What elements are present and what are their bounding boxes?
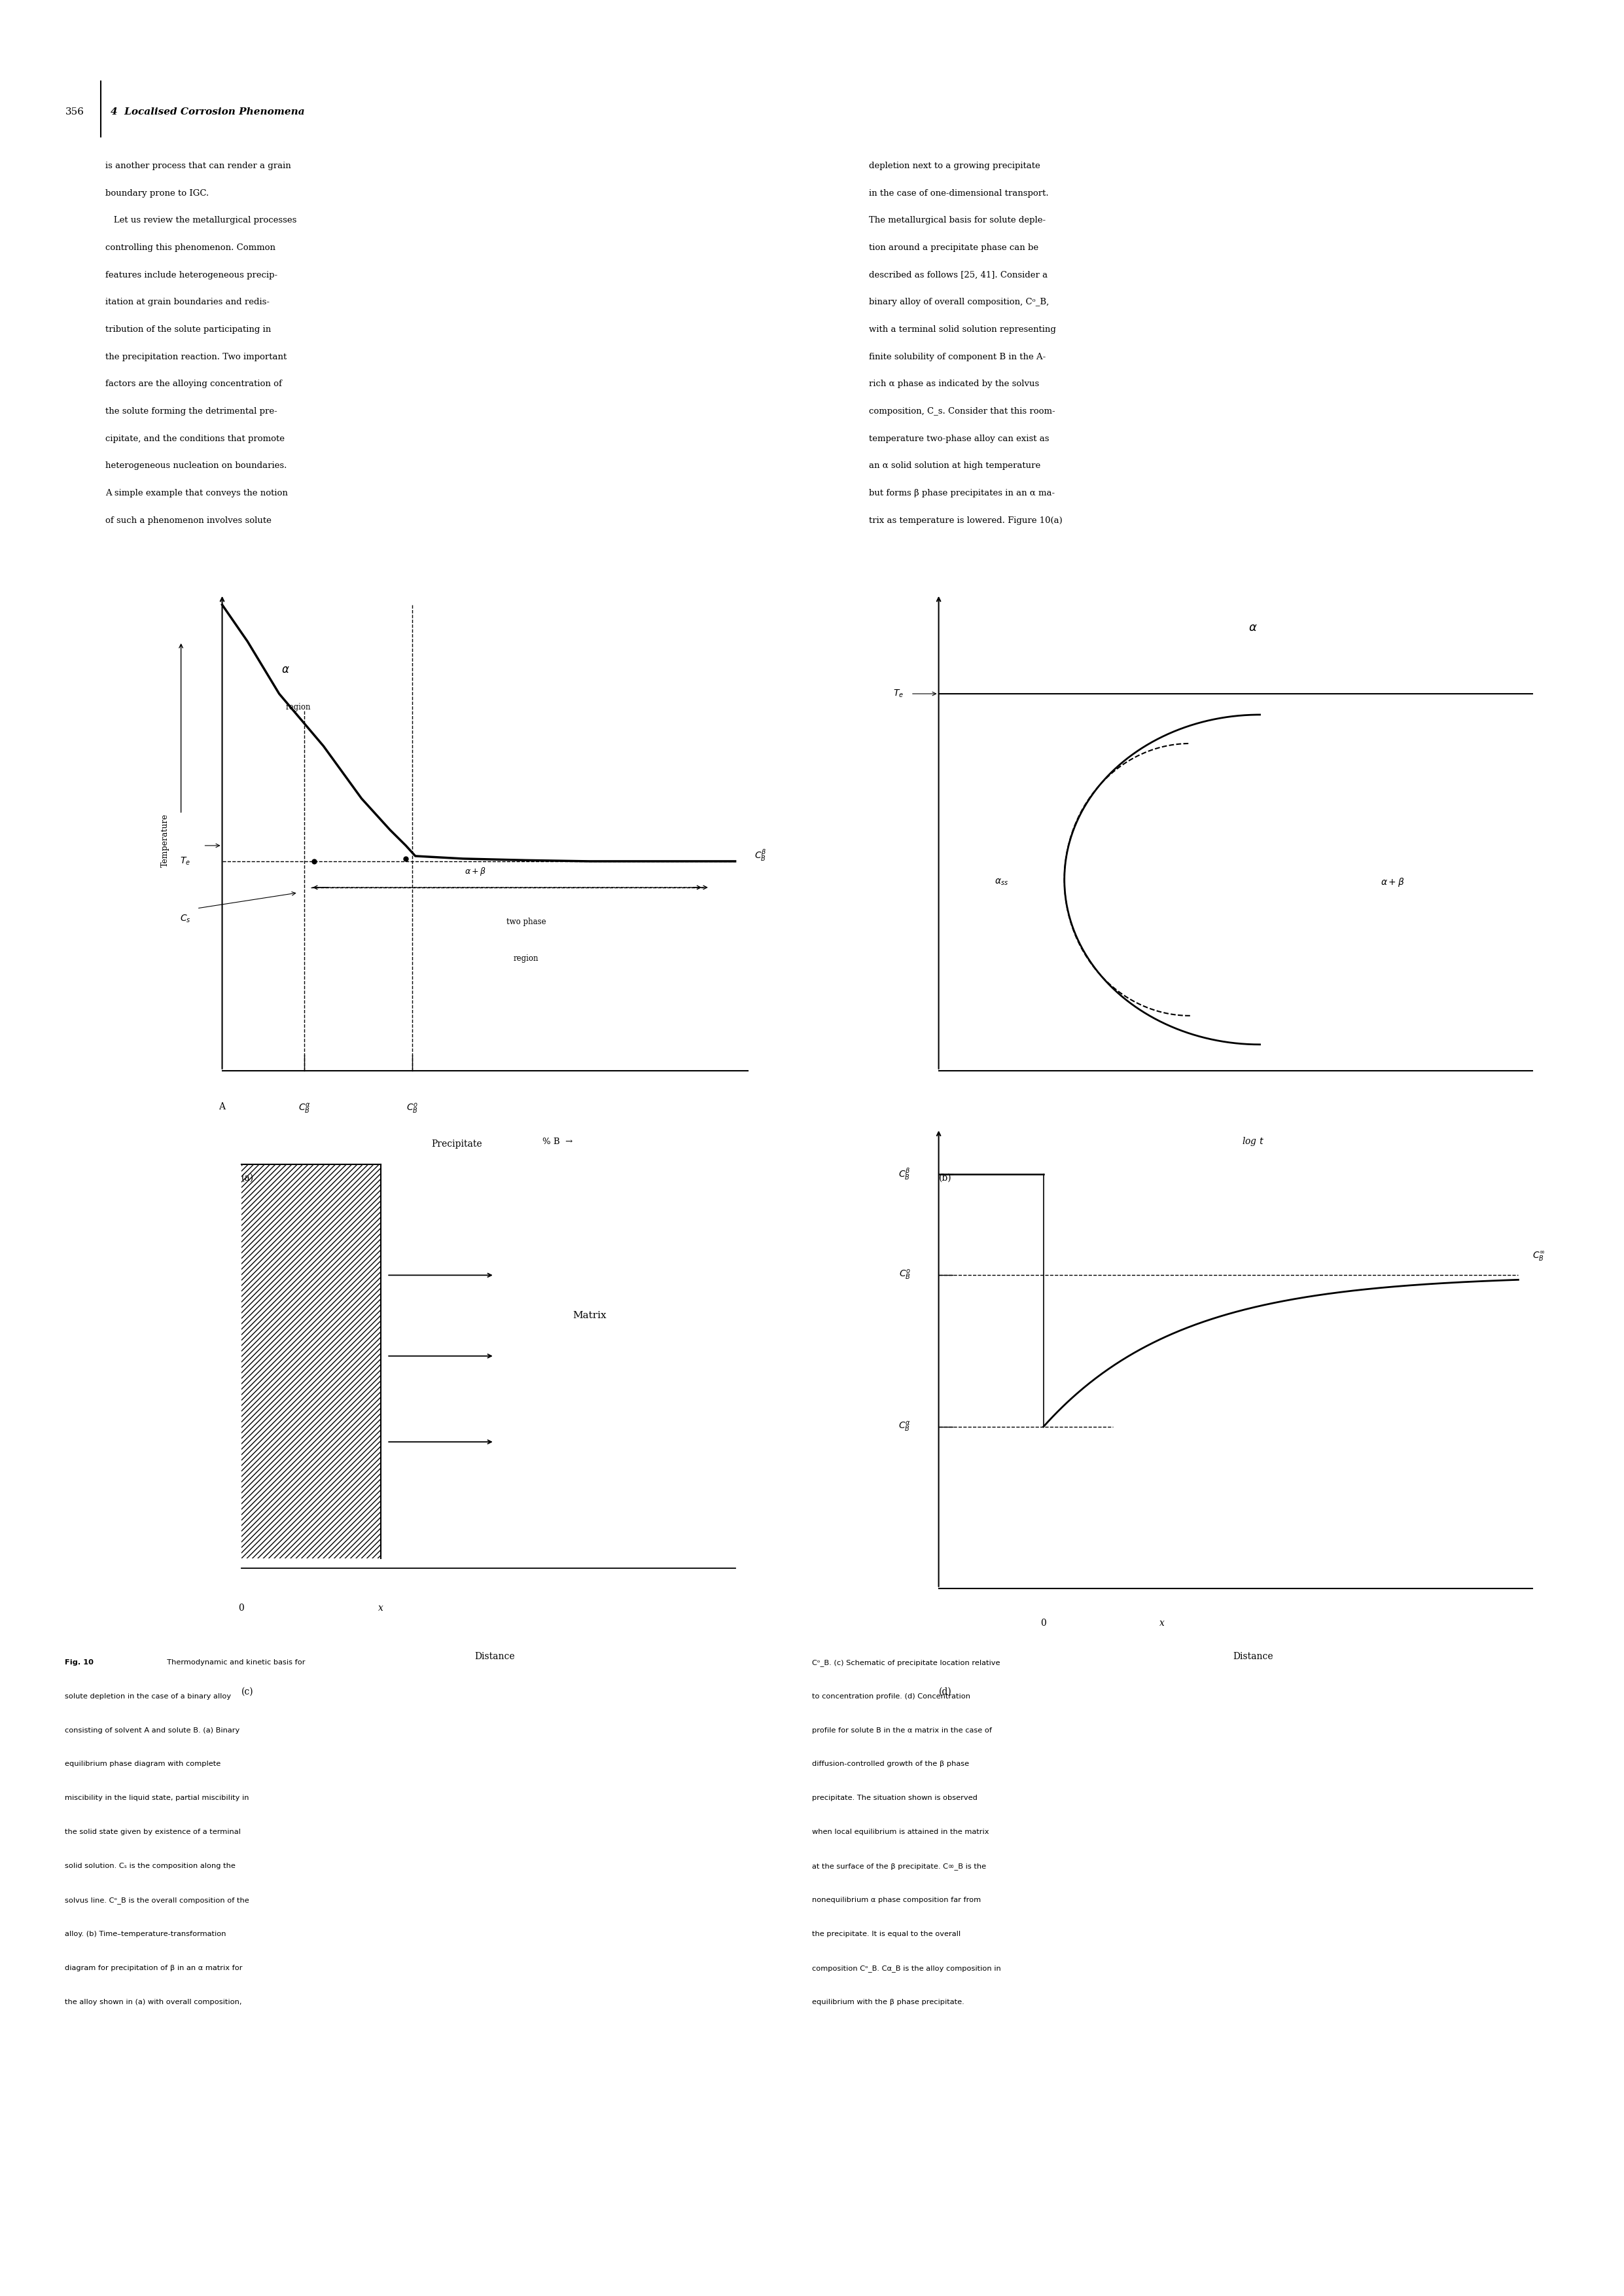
Text: of such a phenomenon involves solute: of such a phenomenon involves solute (106, 517, 271, 526)
Text: solid solution. Cₛ is the composition along the: solid solution. Cₛ is the composition al… (65, 1862, 235, 1869)
Text: Fig. 10: Fig. 10 (65, 1660, 94, 1665)
Text: x: x (1160, 1619, 1164, 1628)
Text: the solid state given by existence of a terminal: the solid state given by existence of a … (65, 1830, 240, 1835)
Text: $\alpha$: $\alpha$ (281, 664, 289, 675)
Text: in the case of one-dimensional transport.: in the case of one-dimensional transport… (869, 188, 1049, 197)
Text: 4  Localised Corrosion Phenomena: 4 Localised Corrosion Phenomena (110, 108, 305, 117)
Text: (a): (a) (240, 1173, 253, 1182)
Text: % B  →: % B → (542, 1137, 573, 1146)
Text: log $t$: log $t$ (1242, 1137, 1263, 1148)
Text: nonequilibrium α phase composition far from: nonequilibrium α phase composition far f… (812, 1896, 981, 1903)
Text: region: region (513, 955, 539, 962)
Text: is another process that can render a grain: is another process that can render a gra… (106, 161, 291, 170)
Text: itation at grain boundaries and redis-: itation at grain boundaries and redis- (106, 298, 270, 308)
Text: composition Cᵒ_B. Cα_B is the alloy composition in: composition Cᵒ_B. Cα_B is the alloy comp… (812, 1965, 1000, 1972)
Text: diagram for precipitation of β in an α matrix for: diagram for precipitation of β in an α m… (65, 1965, 242, 1972)
Text: heterogeneous nucleation on boundaries.: heterogeneous nucleation on boundaries. (106, 461, 287, 471)
Text: depletion next to a growing precipitate: depletion next to a growing precipitate (869, 161, 1039, 170)
Text: profile for solute B in the α matrix in the case of: profile for solute B in the α matrix in … (812, 1727, 992, 1733)
Text: $T_e$: $T_e$ (180, 856, 190, 866)
Text: miscibility in the liquid state, partial miscibility in: miscibility in the liquid state, partial… (65, 1795, 248, 1802)
Text: equilibrium phase diagram with complete: equilibrium phase diagram with complete (65, 1761, 221, 1768)
Text: (b): (b) (939, 1173, 952, 1182)
Text: binary alloy of overall composition, Cᵒ_B,: binary alloy of overall composition, Cᵒ_… (869, 298, 1049, 308)
Text: (c): (c) (240, 1688, 253, 1697)
Text: factors are the alloying concentration of: factors are the alloying concentration o… (106, 379, 283, 388)
Text: rich α phase as indicated by the solvus: rich α phase as indicated by the solvus (869, 379, 1039, 388)
Text: $C_B^\beta$: $C_B^\beta$ (754, 850, 767, 863)
Text: (d): (d) (939, 1688, 952, 1697)
Text: $C_B^\beta$: $C_B^\beta$ (898, 1166, 911, 1182)
Text: equilibrium with the β phase precipitate.: equilibrium with the β phase precipitate… (812, 2000, 965, 2004)
Text: $C_B^\alpha$: $C_B^\alpha$ (299, 1102, 310, 1116)
Text: diffusion-controlled growth of the β phase: diffusion-controlled growth of the β pha… (812, 1761, 970, 1768)
Text: the precipitate. It is equal to the overall: the precipitate. It is equal to the over… (812, 1931, 961, 1938)
Text: Distance: Distance (474, 1651, 515, 1660)
Text: $C_B^\infty$: $C_B^\infty$ (1531, 1251, 1544, 1263)
Text: solvus line. Cᵒ_B is the overall composition of the: solvus line. Cᵒ_B is the overall composi… (65, 1896, 250, 1903)
Text: Precipitate: Precipitate (432, 1139, 482, 1148)
Text: described as follows [25, 41]. Consider a: described as follows [25, 41]. Consider … (869, 271, 1047, 280)
Text: region: region (286, 703, 310, 712)
Text: precipitate. The situation shown is observed: precipitate. The situation shown is obse… (812, 1795, 978, 1802)
Text: the solute forming the detrimental pre-: the solute forming the detrimental pre- (106, 406, 278, 416)
Text: 356: 356 (65, 108, 84, 117)
Text: composition, C_s. Consider that this room-: composition, C_s. Consider that this roo… (869, 406, 1056, 416)
Text: $\alpha + \beta$: $\alpha + \beta$ (1380, 877, 1405, 889)
Text: controlling this phenomenon. Common: controlling this phenomenon. Common (106, 243, 276, 253)
Text: at the surface of the β precipitate. C∞_B is the: at the surface of the β precipitate. C∞_… (812, 1862, 986, 1869)
Text: tribution of the solute participating in: tribution of the solute participating in (106, 326, 271, 333)
Text: Distance: Distance (1233, 1651, 1273, 1660)
Text: consisting of solvent A and solute B. (a) Binary: consisting of solvent A and solute B. (a… (65, 1727, 240, 1733)
Text: finite solubility of component B in the A-: finite solubility of component B in the … (869, 354, 1046, 360)
Text: 0: 0 (239, 1603, 244, 1612)
Text: Thermodynamic and kinetic basis for: Thermodynamic and kinetic basis for (162, 1660, 305, 1665)
Text: boundary prone to IGC.: boundary prone to IGC. (106, 188, 209, 197)
Text: $C_B^\alpha$: $C_B^\alpha$ (898, 1421, 911, 1433)
Text: x: x (378, 1603, 383, 1612)
Text: tion around a precipitate phase can be: tion around a precipitate phase can be (869, 243, 1038, 253)
Text: but forms β phase precipitates in an α ma-: but forms β phase precipitates in an α m… (869, 489, 1054, 498)
Text: $\alpha + \beta$: $\alpha + \beta$ (464, 866, 486, 877)
Text: an α solid solution at high temperature: an α solid solution at high temperature (869, 461, 1041, 471)
Text: Temperature: Temperature (161, 813, 169, 868)
Text: $\alpha$: $\alpha$ (1249, 622, 1257, 634)
Text: two phase: two phase (507, 918, 546, 925)
Text: temperature two-phase alloy can exist as: temperature two-phase alloy can exist as (869, 434, 1049, 443)
Text: solute depletion in the case of a binary alloy: solute depletion in the case of a binary… (65, 1692, 231, 1699)
Text: The metallurgical basis for solute deple-: The metallurgical basis for solute deple… (869, 216, 1046, 225)
Text: to concentration profile. (d) Concentration: to concentration profile. (d) Concentrat… (812, 1692, 971, 1699)
Text: with a terminal solid solution representing: with a terminal solid solution represent… (869, 326, 1056, 333)
Text: the alloy shown in (a) with overall composition,: the alloy shown in (a) with overall comp… (65, 2000, 242, 2004)
Text: cipitate, and the conditions that promote: cipitate, and the conditions that promot… (106, 434, 284, 443)
Text: Matrix: Matrix (573, 1311, 606, 1320)
Text: $T_e$: $T_e$ (893, 689, 903, 698)
Text: trix as temperature is lowered. Figure 10(a): trix as temperature is lowered. Figure 1… (869, 517, 1062, 526)
Text: the precipitation reaction. Two important: the precipitation reaction. Two importan… (106, 354, 287, 360)
Text: $C_B^o$: $C_B^o$ (898, 1270, 911, 1281)
Text: A: A (219, 1102, 226, 1111)
Bar (240, 1164, 380, 1559)
Text: $C_B^o$: $C_B^o$ (406, 1102, 417, 1116)
Text: when local equilibrium is attained in the matrix: when local equilibrium is attained in th… (812, 1830, 989, 1835)
Text: $C_s$: $C_s$ (180, 914, 190, 925)
Text: 0: 0 (1041, 1619, 1046, 1628)
Text: Let us review the metallurgical processes: Let us review the metallurgical processe… (106, 216, 297, 225)
Text: Cᵒ_B. (c) Schematic of precipitate location relative: Cᵒ_B. (c) Schematic of precipitate locat… (812, 1660, 1000, 1667)
Text: $\alpha_{ss}$: $\alpha_{ss}$ (996, 877, 1009, 886)
Text: alloy. (b) Time–temperature-transformation: alloy. (b) Time–temperature-transformati… (65, 1931, 226, 1938)
Text: features include heterogeneous precip-: features include heterogeneous precip- (106, 271, 278, 280)
Text: A simple example that conveys the notion: A simple example that conveys the notion (106, 489, 287, 498)
